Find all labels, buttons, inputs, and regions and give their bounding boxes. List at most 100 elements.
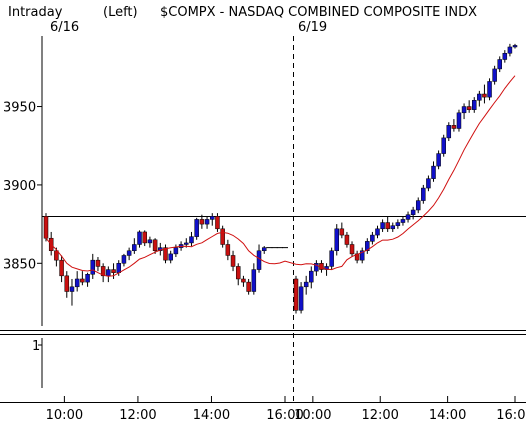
- session-date-1: 6/16: [50, 20, 79, 35]
- candle-body: [512, 45, 518, 48]
- candle-body: [59, 259, 64, 277]
- candle-body: [261, 247, 267, 252]
- candle-body: [100, 266, 106, 277]
- candle-body: [487, 81, 492, 98]
- candle-body: [132, 244, 137, 252]
- candle: [436, 150, 441, 170]
- axis-side-label: (Left): [103, 5, 138, 20]
- candle: [241, 275, 246, 287]
- candle: [370, 231, 375, 245]
- candle: [106, 266, 111, 283]
- candle: [421, 184, 426, 204]
- candle: [194, 217, 199, 240]
- candle: [339, 222, 345, 239]
- y-tick-label: 3950: [3, 101, 36, 116]
- candle-body: [142, 231, 147, 244]
- candle-body: [298, 286, 304, 311]
- candle: [507, 43, 513, 57]
- candle-body: [95, 259, 101, 267]
- candle-body: [111, 269, 116, 273]
- candle: [497, 56, 502, 73]
- x-tick-label: 10:00: [46, 408, 83, 423]
- candle: [199, 214, 205, 229]
- candle-body: [43, 216, 49, 239]
- x-tick-label: 12:00: [119, 408, 156, 423]
- moving-average-line: [45, 75, 516, 277]
- candle: [380, 219, 385, 232]
- candle: [466, 100, 472, 113]
- candle: [147, 236, 153, 248]
- candle: [235, 263, 241, 286]
- candle: [189, 231, 194, 247]
- candle-body: [477, 93, 482, 101]
- candle: [451, 119, 457, 132]
- candle: [121, 253, 127, 267]
- candle: [512, 43, 518, 49]
- chart-mode-label: Intraday: [8, 5, 63, 20]
- candle: [385, 216, 390, 232]
- candle-body: [220, 228, 225, 245]
- candle-body: [241, 278, 246, 283]
- candle: [54, 247, 59, 267]
- candle: [477, 90, 482, 107]
- candle-body: [210, 216, 215, 220]
- candle: [100, 263, 106, 283]
- candle-body: [492, 68, 497, 82]
- candle-body: [395, 222, 401, 226]
- candle: [390, 222, 396, 232]
- candle: [246, 278, 251, 295]
- candle-body: [456, 112, 462, 129]
- candle-body: [436, 153, 441, 167]
- candle: [354, 250, 360, 264]
- candle-body: [121, 255, 127, 264]
- candle: [251, 263, 257, 295]
- candle: [152, 238, 158, 254]
- candle-body: [69, 286, 75, 292]
- candle-body: [194, 219, 199, 237]
- candle: [48, 231, 54, 256]
- candle-body: [256, 250, 262, 270]
- candle-body: [225, 244, 231, 256]
- candle: [446, 122, 452, 142]
- candle: [303, 275, 309, 295]
- candle-body: [147, 239, 153, 244]
- candle-body: [189, 236, 194, 244]
- candle: [142, 230, 147, 247]
- candle-body: [507, 46, 513, 54]
- candle: [395, 219, 401, 229]
- candle: [225, 239, 231, 261]
- y-tick-label: 3900: [3, 179, 36, 194]
- candle-body: [461, 106, 467, 114]
- candle: [365, 238, 370, 254]
- candle-body: [441, 137, 446, 154]
- candle-body: [54, 250, 59, 261]
- candle-body: [472, 100, 477, 110]
- candle: [334, 224, 339, 256]
- candle: [461, 103, 467, 120]
- candle-body: [90, 259, 96, 275]
- lower-panel-tick-label: 1: [32, 339, 40, 354]
- x-tick-label: 12:00: [361, 408, 398, 423]
- candle-body: [168, 253, 173, 261]
- candle: [74, 271, 80, 292]
- candle: [410, 206, 416, 220]
- candle: [204, 216, 210, 229]
- candle: [85, 272, 90, 287]
- candle: [400, 216, 406, 226]
- candle-body: [309, 270, 314, 283]
- candle: [210, 213, 215, 226]
- candle: [492, 65, 497, 85]
- candle: [487, 78, 492, 101]
- candle: [415, 197, 421, 214]
- candle-body: [230, 255, 236, 267]
- candle-body: [137, 231, 142, 245]
- candle: [314, 260, 319, 276]
- candle-body: [215, 216, 220, 230]
- candle-body: [303, 281, 309, 288]
- candle-body: [64, 275, 70, 292]
- candle: [90, 253, 96, 279]
- candle-body: [359, 250, 365, 261]
- candle-body: [116, 263, 121, 273]
- candle-body: [400, 219, 406, 223]
